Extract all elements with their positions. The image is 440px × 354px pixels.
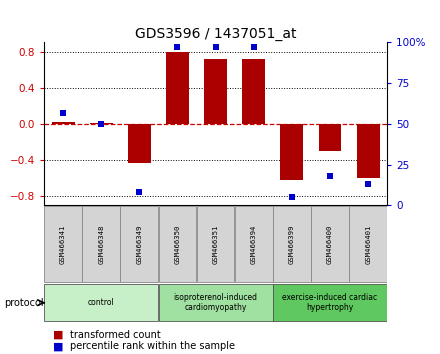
Text: protocol: protocol: [4, 298, 44, 308]
Text: percentile rank within the sample: percentile rank within the sample: [70, 341, 235, 351]
Text: exercise-induced cardiac
hypertrophy: exercise-induced cardiac hypertrophy: [282, 293, 378, 312]
Bar: [311, 206, 349, 282]
Text: ■: ■: [53, 330, 63, 339]
Text: GSM466348: GSM466348: [98, 224, 104, 264]
Bar: [204, 59, 227, 124]
Bar: [273, 206, 311, 282]
Title: GDS3596 / 1437051_at: GDS3596 / 1437051_at: [135, 28, 297, 41]
Text: GSM466350: GSM466350: [175, 224, 180, 264]
Bar: [197, 206, 235, 282]
Text: ■: ■: [53, 341, 63, 351]
Bar: [51, 122, 74, 124]
Bar: [128, 124, 151, 163]
Bar: [235, 206, 273, 282]
Text: GSM466399: GSM466399: [289, 224, 295, 264]
Bar: [357, 124, 380, 178]
Bar: [273, 284, 387, 321]
Text: GSM466394: GSM466394: [251, 224, 257, 264]
Bar: [242, 59, 265, 124]
Text: transformed count: transformed count: [70, 330, 161, 339]
Bar: [158, 206, 196, 282]
Text: control: control: [88, 298, 114, 307]
Text: GSM466351: GSM466351: [213, 224, 219, 264]
Bar: [44, 284, 158, 321]
Bar: [121, 206, 158, 282]
Bar: [166, 52, 189, 124]
Bar: [319, 124, 341, 151]
Bar: [158, 284, 273, 321]
Bar: [90, 123, 113, 124]
Bar: [44, 206, 82, 282]
Text: GSM466349: GSM466349: [136, 224, 142, 264]
Text: GSM466401: GSM466401: [365, 224, 371, 264]
Bar: [349, 206, 387, 282]
Text: isoproterenol-induced
cardiomyopathy: isoproterenol-induced cardiomyopathy: [174, 293, 257, 312]
Text: GSM466400: GSM466400: [327, 224, 333, 264]
Bar: [82, 206, 120, 282]
Text: GSM466341: GSM466341: [60, 224, 66, 264]
Bar: [280, 124, 303, 180]
